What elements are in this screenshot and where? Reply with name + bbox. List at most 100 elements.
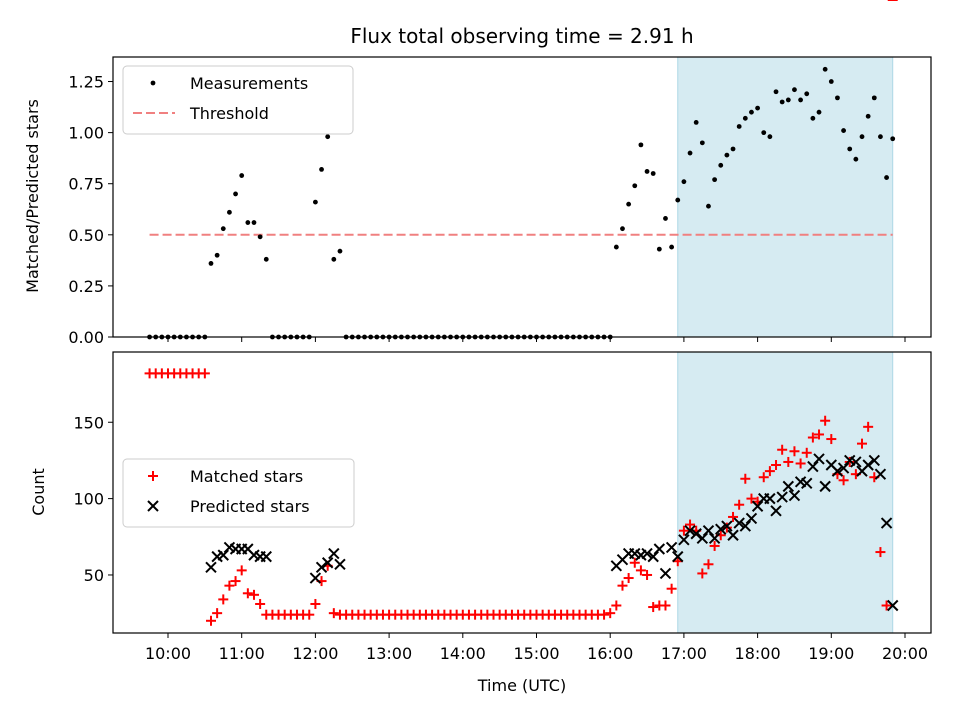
data-point	[758, 472, 769, 483]
data-point	[199, 368, 210, 379]
legend-swatch	[147, 500, 159, 512]
data-point	[742, 115, 748, 121]
data-point	[685, 519, 696, 530]
data-point	[859, 134, 865, 140]
legend-label: Measurements	[190, 74, 308, 93]
data-point	[666, 583, 677, 594]
data-point	[739, 520, 752, 532]
y-tick-label: 150	[73, 413, 104, 432]
data-point	[699, 140, 705, 146]
legend-label: Matched stars	[190, 467, 303, 486]
data-point	[690, 528, 702, 540]
data-point	[804, 91, 810, 97]
data-point	[678, 534, 690, 546]
data-point	[801, 447, 812, 458]
data-point	[325, 134, 331, 140]
data-point	[260, 550, 272, 563]
x-tick-label: 17:00	[661, 644, 707, 663]
x-axis-label: Time (UTC)	[477, 676, 566, 695]
data-point	[810, 115, 816, 121]
data-point	[816, 109, 822, 115]
data-point	[205, 615, 216, 626]
data-point	[874, 468, 887, 480]
data-point	[218, 594, 229, 605]
top-y-axis-label: Matched/Predicted stars	[23, 99, 42, 293]
y-tick-label: 1.00	[68, 124, 104, 143]
data-point	[626, 201, 632, 207]
data-point	[814, 429, 825, 440]
data-point	[767, 134, 773, 140]
data-point	[681, 179, 687, 185]
observing-window-span	[677, 351, 894, 634]
data-point	[771, 460, 782, 471]
data-point	[715, 523, 727, 535]
data-point	[773, 89, 779, 95]
data-point	[672, 550, 684, 563]
x-tick-label: 10:00	[145, 644, 191, 663]
data-point	[764, 492, 776, 505]
data-point	[887, 599, 899, 612]
x-tick-label: 14:00	[440, 644, 486, 663]
data-point	[697, 568, 708, 579]
y-tick-label: 0.50	[68, 226, 104, 245]
y-tick-label: 0.00	[68, 328, 104, 347]
data-point	[599, 609, 610, 620]
x-tick-label: 19:00	[808, 644, 854, 663]
data-point	[736, 124, 742, 129]
data-point	[665, 541, 678, 554]
data-point	[807, 460, 819, 473]
data-point	[734, 499, 745, 510]
data-point	[828, 79, 834, 84]
data-point	[835, 95, 840, 101]
data-point	[880, 517, 893, 529]
data-point	[847, 146, 853, 152]
data-point	[613, 244, 619, 250]
legend-entry: Threshold	[133, 104, 269, 123]
legend: Matched stars Predicted stars	[122, 458, 355, 528]
data-point	[789, 446, 800, 457]
data-point	[230, 576, 241, 587]
data-point	[875, 547, 886, 558]
data-point	[853, 156, 859, 162]
data-point	[656, 246, 662, 252]
data-point	[212, 608, 223, 619]
data-point	[629, 557, 640, 568]
data-point	[871, 95, 877, 101]
y-tick-label: 0.75	[68, 175, 104, 194]
x-tick-label: 20:00	[882, 644, 928, 663]
data-point	[862, 459, 874, 471]
data-point	[884, 175, 889, 180]
x-tick-label: 13:00	[366, 644, 412, 663]
data-point	[653, 543, 666, 555]
data-point	[740, 473, 751, 484]
data-point	[779, 99, 785, 105]
observing-window-span	[677, 56, 894, 338]
data-point	[242, 588, 253, 599]
legend-entry: Measurements	[150, 74, 308, 93]
x-tick-label: 12:00	[292, 644, 338, 663]
data-point	[220, 226, 226, 232]
legend-label: Threshold	[189, 104, 269, 123]
data-point	[328, 608, 339, 619]
data-point	[724, 152, 730, 158]
data-point	[319, 167, 324, 172]
data-point	[693, 120, 699, 125]
legend-swatch	[150, 80, 156, 86]
data-point	[248, 589, 259, 600]
data-point	[663, 216, 668, 221]
data-point	[675, 197, 681, 203]
data-point	[795, 458, 806, 469]
data-point	[217, 549, 229, 561]
data-point	[844, 456, 855, 467]
data-point	[638, 142, 644, 148]
data-point	[233, 191, 238, 197]
data-point	[820, 415, 831, 426]
data-point	[746, 493, 757, 504]
data-point	[659, 567, 672, 580]
bottom-y-axis-label: Count	[29, 468, 48, 516]
data-point	[801, 477, 813, 490]
data-point	[776, 491, 788, 503]
data-point	[865, 113, 871, 119]
data-point	[641, 547, 653, 560]
data-point	[709, 540, 720, 551]
